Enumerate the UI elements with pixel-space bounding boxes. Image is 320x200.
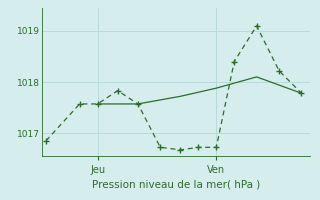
X-axis label: Pression niveau de la mer( hPa ): Pression niveau de la mer( hPa ): [92, 179, 260, 189]
